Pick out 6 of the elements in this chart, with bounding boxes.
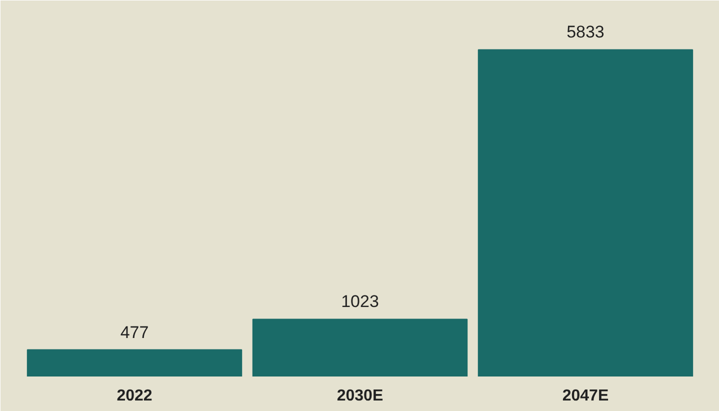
x-tick-label: 2022 bbox=[116, 388, 152, 404]
x-tick-label: 2047E bbox=[562, 388, 609, 404]
x-tick-label: 2030E bbox=[336, 388, 384, 404]
data-label: 5833 bbox=[566, 22, 604, 42]
data-label: 1023 bbox=[341, 292, 379, 312]
data-label: 477 bbox=[120, 322, 149, 342]
